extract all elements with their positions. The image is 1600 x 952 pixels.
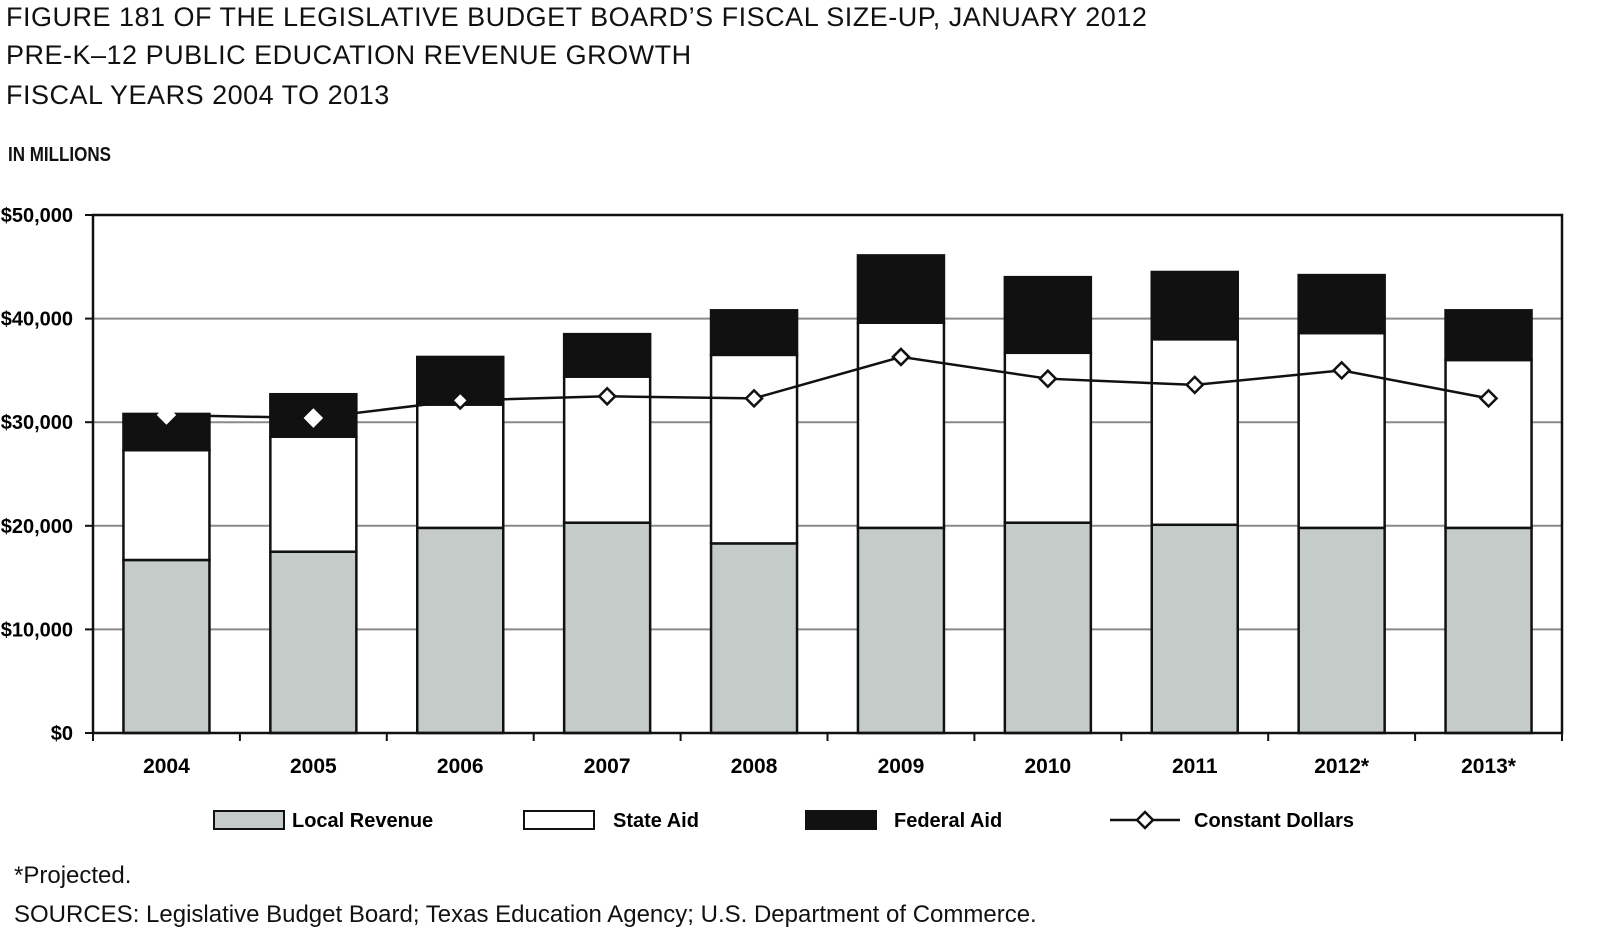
bar-state-aid (269, 435, 358, 553)
sources-note: SOURCES: Legislative Budget Board; Texas… (14, 901, 1037, 928)
bar-local-revenue (416, 526, 505, 735)
x-tick-label: 2009 (878, 755, 925, 778)
bar-local-revenue (1297, 526, 1386, 735)
bar-federal-aid (1297, 273, 1386, 335)
legend-federal-aid-label: Federal Aid (894, 810, 1002, 832)
point-constant-dollars (1331, 360, 1352, 381)
figure-title: FIGURE 181 OF THE LEGISLATIVE BUDGET BOA… (6, 2, 1148, 32)
y-axis: $0 $10,000 $20,000 $30,000 $40,000 $50,000 (1, 205, 93, 745)
constant-dollars-line (156, 347, 1499, 428)
bar-local-revenue (1003, 521, 1093, 735)
x-tick-label: 2007 (584, 755, 631, 778)
point-constant-dollars (1478, 388, 1499, 409)
bar-local-revenue (1444, 526, 1533, 735)
bar-federal-aid (562, 332, 652, 378)
bar-federal-aid (856, 254, 946, 324)
x-tick-label: 2010 (1024, 755, 1071, 778)
legend-state-aid-label: State Aid (613, 810, 699, 832)
y-tick-label: $50,000 (1, 205, 73, 227)
y-tick-label: $10,000 (1, 619, 73, 641)
bar-federal-aid (1444, 309, 1533, 362)
point-constant-dollars (891, 347, 911, 367)
x-tick-label: 2013* (1461, 755, 1517, 778)
units-label: IN MILLIONS (8, 144, 111, 166)
bar-state-aid (122, 448, 211, 562)
footnote: *Projected. (14, 862, 132, 889)
legend-federal-aid-swatch (805, 810, 877, 830)
bar-federal-aid (709, 309, 799, 357)
legend-constant-dollars-marker (1135, 810, 1155, 830)
x-tick-label: 2006 (437, 755, 484, 778)
bar-local-revenue (562, 521, 652, 735)
bar-local-revenue (856, 526, 946, 735)
legend-constant-dollars-label: Constant Dollars (1194, 810, 1354, 832)
y-tick-label: $20,000 (1, 516, 73, 538)
bars (122, 254, 1533, 735)
x-tick-label: 2011 (1172, 755, 1218, 778)
point-constant-dollars (1184, 375, 1205, 395)
point-constant-dollars (597, 386, 617, 407)
bar-state-aid (1444, 358, 1533, 530)
x-tick-label: 2005 (290, 755, 337, 778)
point-constant-dollars (744, 388, 764, 409)
point-constant-dollars (303, 408, 324, 428)
bar-local-revenue (122, 558, 211, 735)
bar-federal-aid (1003, 275, 1093, 355)
legend-local-revenue-swatch (213, 810, 285, 830)
bar-local-revenue (269, 550, 358, 735)
x-tick-label: 2008 (731, 755, 778, 778)
bar-state-aid (1150, 338, 1239, 527)
y-tick-label: $30,000 (1, 412, 73, 434)
y-tick-label: $40,000 (1, 309, 73, 331)
bar-state-aid (709, 353, 799, 545)
legend: Local Revenue State Aid Federal Aid Constan… (213, 810, 1354, 832)
point-constant-dollars (450, 390, 471, 411)
x-tick-label: 2012* (1314, 755, 1370, 778)
chart-title: PRE-K–12 PUBLIC EDUCATION REVENUE GROWTH (6, 40, 692, 70)
bar-state-aid (416, 403, 505, 530)
legend-local-revenue-label: Local Revenue (292, 810, 433, 832)
bar-local-revenue (1150, 523, 1239, 735)
legend-state-aid-swatch (523, 810, 595, 830)
point-constant-dollars (1038, 368, 1058, 389)
x-tick-label: 2004 (143, 755, 190, 778)
x-axis: 2004 2005 2006 2007 2008 2009 2010 2011 2012* 201… (92, 733, 1563, 778)
bar-federal-aid (1150, 270, 1239, 341)
y-tick-label: $0 (51, 723, 73, 745)
line-constant-dollars (166, 355, 1489, 420)
chart-subtitle: FISCAL YEARS 2004 TO 2013 (6, 80, 390, 110)
bar-local-revenue (709, 542, 799, 735)
point-constant-dollars (156, 405, 177, 425)
